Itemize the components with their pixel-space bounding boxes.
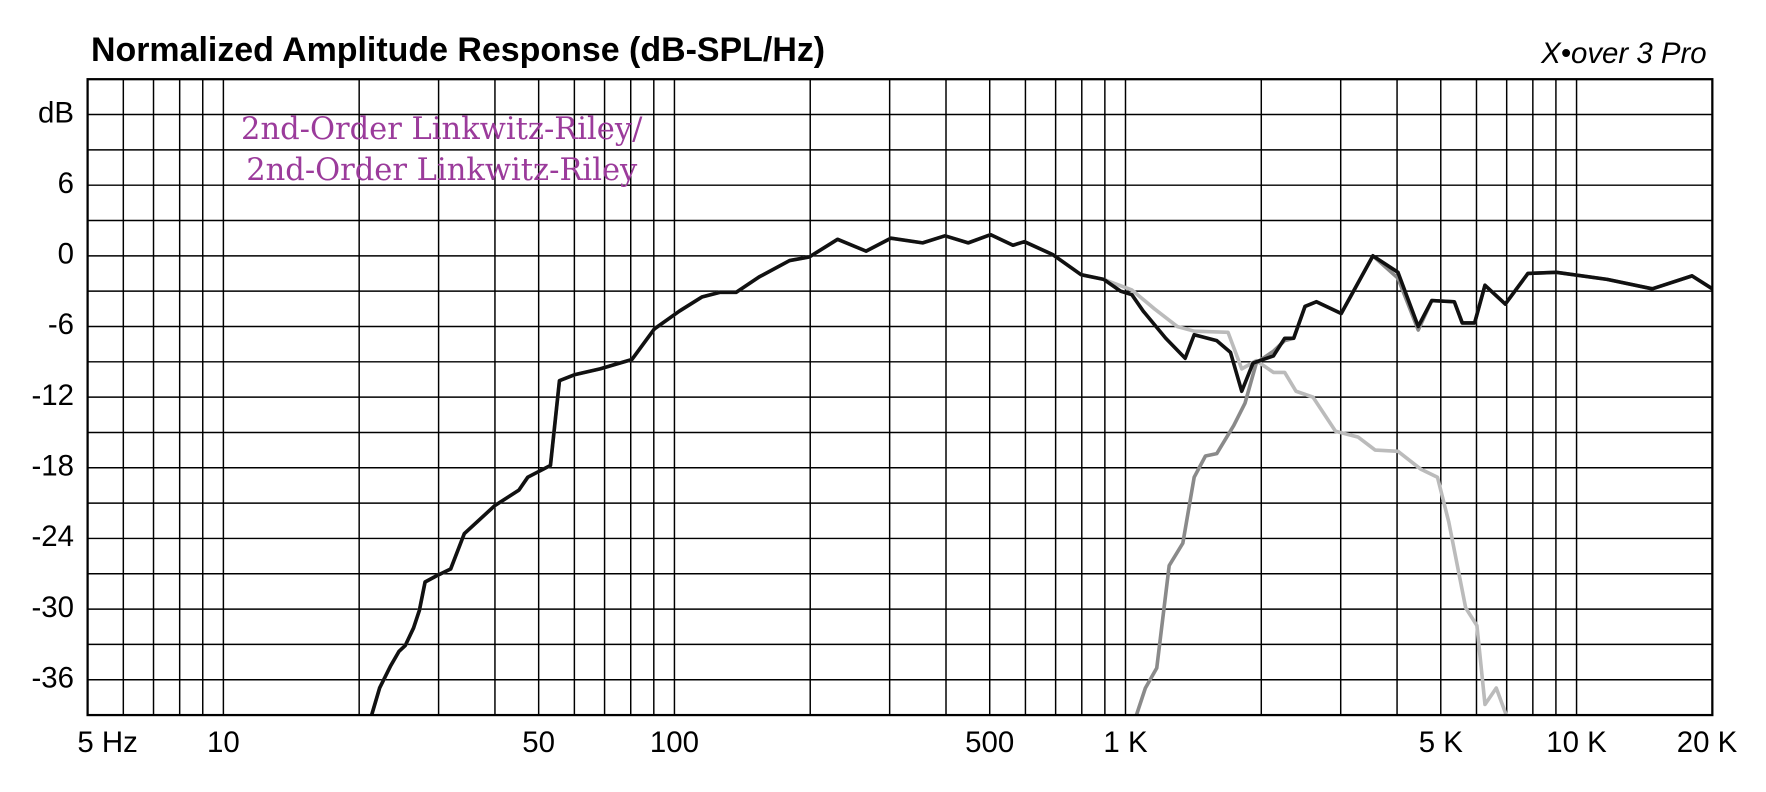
y-tick-label: -36 bbox=[32, 662, 75, 695]
y-tick-label: -24 bbox=[32, 520, 75, 553]
x-tick-label: 10 K bbox=[1546, 726, 1607, 759]
tick-labels: 5 Hz 10 50 100 500 1 K 5 K 10 K 20 K dB 6 0 -6 -12 -18… bbox=[32, 96, 1738, 759]
brand: X•over 3 Pro bbox=[1540, 37, 1707, 70]
x-tick-label: 50 bbox=[522, 726, 555, 759]
response-line bbox=[369, 232, 1509, 716]
annotation: 2nd-Order Linkwitz-Riley/ bbox=[241, 112, 643, 147]
y-tick-label: -6 bbox=[48, 308, 74, 341]
y-tick-label: 0 bbox=[58, 238, 74, 271]
y-tick-label: -12 bbox=[32, 379, 75, 412]
plot-frame bbox=[86, 78, 1714, 717]
x-tick-label: 1 K bbox=[1103, 726, 1148, 759]
y-tick-label: -30 bbox=[32, 591, 75, 624]
x-tick-label: 10 bbox=[207, 726, 240, 759]
x-tick-label: 20 K bbox=[1677, 726, 1738, 759]
x-tick-label: 100 bbox=[650, 726, 699, 759]
response-line bbox=[369, 232, 1713, 716]
y-tick-label: 6 bbox=[58, 167, 74, 200]
plot bbox=[369, 232, 1713, 716]
annotation: 2nd-Order Linkwitz-Riley bbox=[246, 153, 638, 188]
y-tick-label: dB bbox=[38, 96, 74, 129]
x-tick-label: 5 K bbox=[1419, 726, 1464, 759]
response-line bbox=[1134, 254, 1713, 716]
x-tick-label: 500 bbox=[965, 726, 1014, 759]
y-tick-label: -18 bbox=[32, 450, 75, 483]
chart-title: Normalized Amplitude Response (dB-SPL/Hz… bbox=[91, 31, 825, 69]
x-tick-label: 5 Hz bbox=[77, 726, 137, 759]
grid bbox=[86, 78, 1714, 716]
